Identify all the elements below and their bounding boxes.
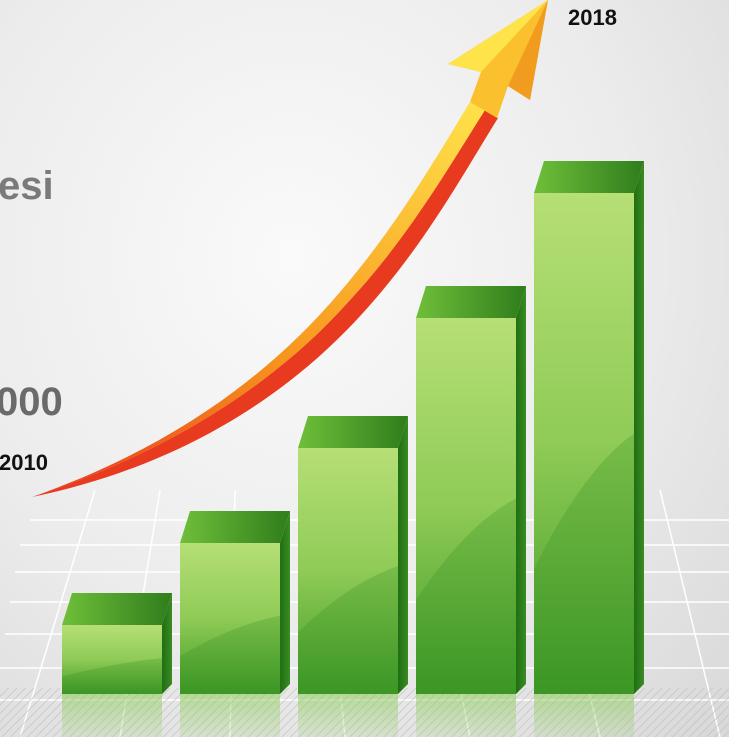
bar-group [62, 161, 644, 737]
bar-front [534, 193, 634, 694]
bar-5 [534, 161, 644, 737]
bar-shade [416, 498, 516, 694]
end-year-label: 2018 [568, 5, 617, 30]
upward-trend-arrow-icon [32, 0, 548, 497]
bar-1 [62, 593, 172, 737]
bar-2 [180, 511, 290, 737]
bar-reflection [416, 694, 516, 737]
bar-reflection [62, 694, 162, 737]
bar-shade [180, 615, 280, 694]
bar-4 [416, 286, 526, 737]
partial-title-text: esi [0, 164, 54, 208]
bar-side [516, 286, 526, 694]
bar-front [180, 543, 280, 694]
partial-value-text: 000 [0, 380, 63, 424]
bar-front [62, 625, 162, 694]
bar-top [62, 593, 172, 625]
bar-side [280, 511, 290, 694]
bar-reflection [298, 694, 398, 737]
bar-side [398, 416, 408, 694]
bar-front [416, 318, 516, 694]
bar-side [162, 593, 172, 694]
bar-front [298, 448, 398, 694]
bar-top [298, 416, 408, 448]
bar-shade [298, 566, 398, 694]
bar-side [634, 161, 644, 694]
bar-shade [534, 433, 634, 694]
bar-top [416, 286, 526, 318]
bar-shade [62, 658, 162, 694]
start-year-label: 2010 [0, 450, 48, 475]
bar-top [534, 161, 644, 193]
bar-3 [298, 416, 408, 737]
bar-reflection [534, 694, 634, 737]
bar-top [180, 511, 290, 543]
bar-reflection [180, 694, 280, 737]
